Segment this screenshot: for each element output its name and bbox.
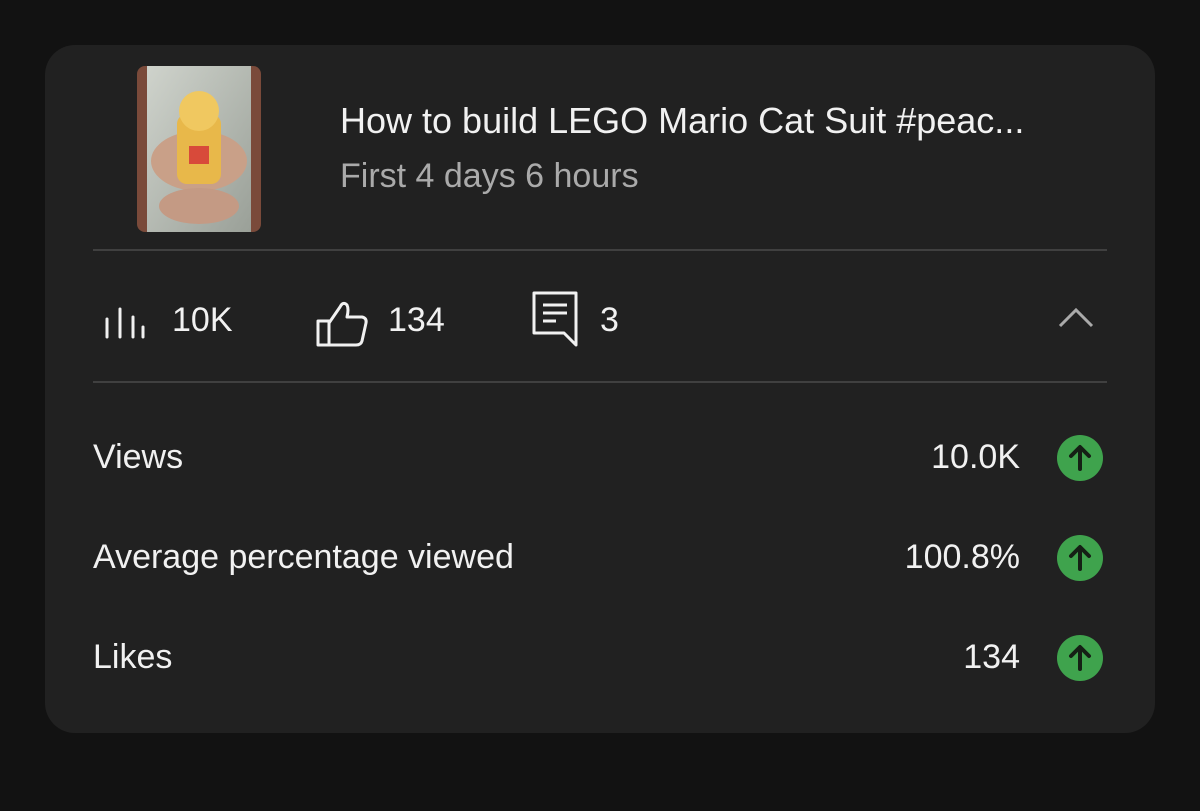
- divider: [93, 381, 1107, 383]
- video-title[interactable]: How to build LEGO Mario Cat Suit #peac..…: [340, 100, 1025, 141]
- comments-icon: [532, 291, 578, 347]
- collapse-button[interactable]: [1058, 307, 1094, 328]
- analytics-card: How to build LEGO Mario Cat Suit #peac..…: [45, 45, 1155, 733]
- likes-count: 134: [388, 301, 445, 339]
- trend-up-icon: [1057, 535, 1103, 581]
- metric-label: Views: [93, 438, 184, 476]
- views-count: 10K: [172, 301, 233, 339]
- metric-value: 100.8%: [904, 538, 1020, 576]
- trend-up-icon: [1057, 435, 1103, 481]
- metric-value: 10.0K: [931, 438, 1020, 476]
- video-thumbnail[interactable]: [137, 66, 261, 232]
- metric-label: Average percentage viewed: [93, 538, 514, 576]
- divider: [93, 249, 1107, 251]
- trend-up-icon: [1057, 635, 1103, 681]
- metric-label: Likes: [93, 638, 173, 676]
- likes-icon: [316, 301, 368, 347]
- period-label: First 4 days 6 hours: [340, 157, 639, 195]
- metric-value: 134: [963, 638, 1020, 676]
- views-icon: [105, 307, 145, 339]
- comments-count: 3: [600, 301, 619, 339]
